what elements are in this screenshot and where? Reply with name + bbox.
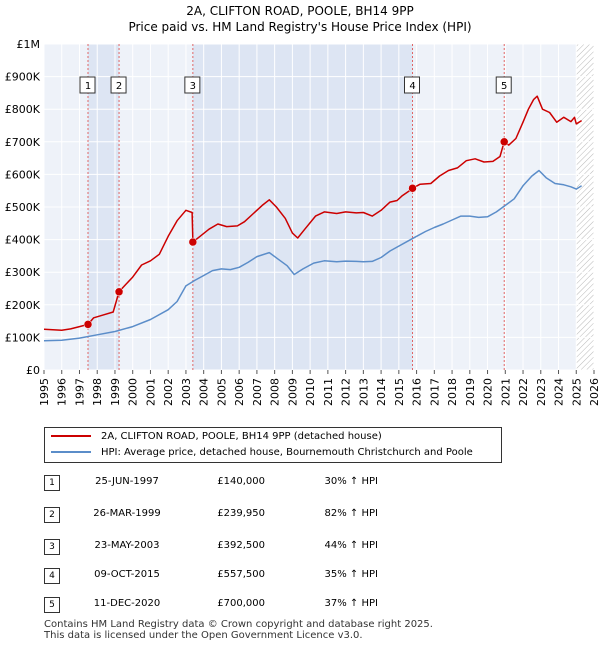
x-tick-label: 2016 (411, 378, 424, 406)
legend-label-property: 2A, CLIFTON ROAD, POOLE, BH14 9PP (detac… (101, 431, 382, 442)
x-tick-label: 2007 (251, 378, 264, 406)
transaction-row: 3 23-MAY-2003 £392,500 44% ↑ HPI (0, 539, 600, 557)
x-tick-label: 1998 (91, 378, 104, 406)
legend-line-hpi (51, 451, 91, 453)
transaction-date: 11-DEC-2020 (93, 598, 161, 609)
y-tick-label: £400K (5, 234, 41, 247)
sale-marker-box (184, 76, 201, 94)
x-tick-label: 2009 (286, 378, 299, 406)
sale-marker-label: 4 (409, 81, 415, 92)
x-tick-label: 2012 (340, 378, 353, 406)
transaction-hpi-change: 44% ↑ HPI (324, 540, 378, 551)
y-tick-label: £100K (5, 331, 41, 344)
x-tick-label: 2023 (535, 378, 548, 406)
transaction-price: £140,000 (217, 476, 265, 487)
transaction-price: £700,000 (217, 598, 265, 609)
y-tick-label: £1M (17, 38, 41, 51)
sale-point (499, 137, 509, 147)
x-tick-label: 2004 (198, 378, 211, 406)
sale-point (83, 320, 93, 329)
transaction-hpi-change: 35% ↑ HPI (324, 569, 378, 580)
transaction-price: £392,500 (217, 540, 265, 551)
x-tick-label: 2008 (269, 378, 282, 406)
x-tick-label: 2014 (375, 378, 388, 406)
y-tick-label: £900K (5, 71, 41, 84)
x-tick-label: 2017 (428, 378, 441, 406)
transaction-hpi-change: 37% ↑ HPI (324, 598, 378, 609)
transaction-row: 5 11-DEC-2020 £700,000 37% ↑ HPI (0, 597, 600, 615)
transaction-number: 4 (44, 568, 60, 584)
transaction-date: 25-JUN-1997 (95, 476, 159, 487)
hpi-line (43, 169, 582, 342)
x-tick-label: 2015 (393, 378, 406, 406)
transaction-number: 1 (44, 475, 60, 491)
x-tick-label: 2020 (482, 378, 495, 406)
footer-copyright: Contains HM Land Registry data © Crown c… (44, 619, 433, 630)
x-tick-label: 2006 (233, 378, 246, 406)
sale-marker-label: 5 (501, 81, 507, 92)
y-tick-label: £800K (5, 103, 41, 116)
y-tick-label: £200K (5, 299, 41, 312)
sale-marker-label: 1 (85, 81, 91, 92)
x-tick-label: 2002 (162, 378, 175, 406)
x-tick-label: 2021 (499, 378, 512, 406)
x-tick-label: 1999 (109, 378, 122, 406)
sale-point (114, 287, 124, 297)
chart-legend: 2A, CLIFTON ROAD, POOLE, BH14 9PP (detac… (44, 427, 502, 463)
sale-marker-label: 3 (190, 81, 196, 92)
property-price-line (43, 95, 582, 331)
x-tick-label: 2025 (570, 378, 583, 406)
x-tick-label: 2018 (446, 378, 459, 406)
x-tick-label: 2013 (357, 378, 370, 406)
transaction-date: 09-OCT-2015 (94, 569, 160, 580)
x-tick-label: 2010 (304, 378, 317, 406)
x-tick-label: 2005 (215, 378, 228, 406)
sale-marker-box (79, 76, 96, 94)
sale-marker-box (404, 76, 420, 94)
legend-item-property: 2A, CLIFTON ROAD, POOLE, BH14 9PP (detac… (51, 430, 382, 444)
legend-item-hpi: HPI: Average price, detached house, Bour… (51, 446, 473, 460)
sale-marker-box (495, 76, 512, 94)
footer-attribution: Contains HM Land Registry data © Crown c… (44, 619, 433, 641)
sale-marker-box (110, 76, 127, 94)
chart-subtitle: Price paid vs. HM Land Registry's House … (128, 20, 471, 34)
transaction-price: £557,500 (217, 569, 265, 580)
x-tick-label: 2000 (127, 378, 140, 406)
x-tick-label: 2019 (464, 378, 477, 406)
footer-licence: This data is licensed under the Open Gov… (44, 630, 363, 641)
transaction-hpi-change: 30% ↑ HPI (324, 476, 378, 487)
y-tick-label: £700K (5, 136, 41, 149)
transaction-price: £239,950 (217, 508, 265, 519)
sale-point (408, 184, 417, 193)
x-tick-label: 1995 (38, 378, 51, 406)
y-tick-label: £0 (26, 364, 40, 377)
y-tick-label: £600K (5, 168, 41, 181)
transaction-number: 5 (44, 597, 60, 613)
sale-marker-label: 2 (116, 81, 122, 92)
x-tick-label: 2024 (553, 378, 566, 406)
x-tick-label: 2022 (517, 378, 530, 406)
x-tick-label: 2001 (144, 378, 157, 406)
x-tick-label: 2003 (180, 378, 193, 406)
transaction-row: 2 26-MAR-1999 £239,950 82% ↑ HPI (0, 507, 600, 525)
x-tick-label: 2026 (588, 378, 600, 406)
sale-point (188, 237, 198, 247)
x-tick-label: 1997 (73, 378, 86, 406)
transaction-date: 23-MAY-2003 (94, 540, 160, 551)
transaction-hpi-change: 82% ↑ HPI (324, 508, 378, 519)
transaction-number: 3 (44, 539, 60, 555)
transaction-row: 4 09-OCT-2015 £557,500 35% ↑ HPI (0, 568, 600, 586)
legend-label-hpi: HPI: Average price, detached house, Bour… (101, 447, 473, 458)
x-tick-label: 2011 (322, 378, 335, 406)
x-tick-label: 1996 (56, 378, 69, 406)
price-chart: 2A, CLIFTON ROAD, POOLE, BH14 9PP Price p… (5, 4, 600, 406)
transaction-number: 2 (44, 507, 60, 523)
legend-line-property (51, 435, 91, 437)
transaction-date: 26-MAR-1999 (93, 508, 161, 519)
y-tick-label: £300K (5, 266, 41, 279)
chart-title: 2A, CLIFTON ROAD, POOLE, BH14 9PP (186, 4, 413, 18)
transaction-row: 1 25-JUN-1997 £140,000 30% ↑ HPI (0, 475, 600, 493)
y-tick-label: £500K (5, 201, 41, 214)
